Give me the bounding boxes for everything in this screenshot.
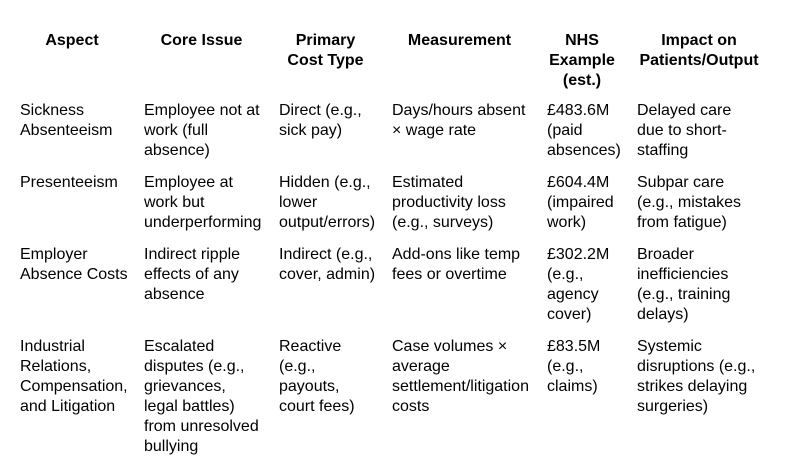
table-row-sickness-absenteeism: Sickness Absenteeism Employee not at wor…: [10, 101, 771, 173]
column-header-measurement: Measurement: [407, 32, 512, 49]
table-row-employer-absence-costs: Employer Absence Costs Indirect ripple e…: [10, 245, 771, 337]
cell-core-issue: Employee at work but underperforming: [144, 174, 262, 231]
column-header-core-issue: Core Issue: [160, 32, 243, 49]
cell-impact: Broader inefficiencies (e.g., training d…: [637, 246, 731, 323]
cell-aspect: Presenteeism: [20, 174, 118, 191]
cell-aspect: Sickness Absenteeism: [20, 102, 113, 139]
column-header-nhs-example: NHS Example (est.): [549, 32, 615, 89]
column-header-primary-cost-type: Primary Cost Type: [287, 32, 364, 69]
cell-cost-type: Direct (e.g., sick pay): [279, 102, 362, 139]
cell-measurement: Case volumes × average settlement/litiga…: [392, 338, 529, 415]
cell-core-issue: Employee not at work (full absence): [144, 102, 260, 159]
bullying-cost-table: Aspect Core Issue Primary Cost Type Meas…: [10, 31, 771, 469]
cell-cost-type: Hidden (e.g., lower output/errors): [279, 174, 376, 231]
cell-measurement: Days/hours absent × wage rate: [392, 102, 526, 139]
cell-impact: Delayed care due to short- staffing: [637, 102, 732, 159]
column-header-impact: Impact on Patients/Output: [639, 32, 759, 69]
cell-nhs-example: £302.2M (e.g., agency cover): [547, 246, 610, 323]
cell-nhs-example: £604.4M (impaired work): [547, 174, 614, 231]
column-header-aspect: Aspect: [45, 32, 99, 49]
cell-impact: Systemic disruptions (e.g., strikes dela…: [637, 338, 756, 415]
table-row-industrial-relations: Industrial Relations, Compensation, and …: [10, 337, 771, 469]
cell-measurement: Add-ons like temp fees or overtime: [392, 246, 521, 283]
cell-measurement: Estimated productivity loss (e.g., surve…: [392, 174, 506, 231]
cell-aspect: Industrial Relations, Compensation, and …: [20, 338, 128, 415]
header-row: Aspect Core Issue Primary Cost Type Meas…: [10, 31, 771, 101]
cell-nhs-example: £83.5M (e.g., claims): [547, 338, 601, 395]
table-row-presenteeism: Presenteeism Employee at work but underp…: [10, 173, 771, 245]
cell-core-issue: Indirect ripple effects of any absence: [144, 246, 241, 303]
cell-cost-type: Indirect (e.g., cover, admin): [279, 246, 376, 283]
cell-core-issue: Escalated disputes (e.g., grievances, le…: [144, 338, 259, 455]
cell-cost-type: Reactive (e.g., payouts, court fees): [279, 338, 355, 415]
cell-impact: Subpar care (e.g., mistakes from fatigue…: [637, 174, 742, 231]
cell-aspect: Employer Absence Costs: [20, 246, 128, 283]
cell-nhs-example: £483.6M (paid absences): [547, 102, 621, 159]
